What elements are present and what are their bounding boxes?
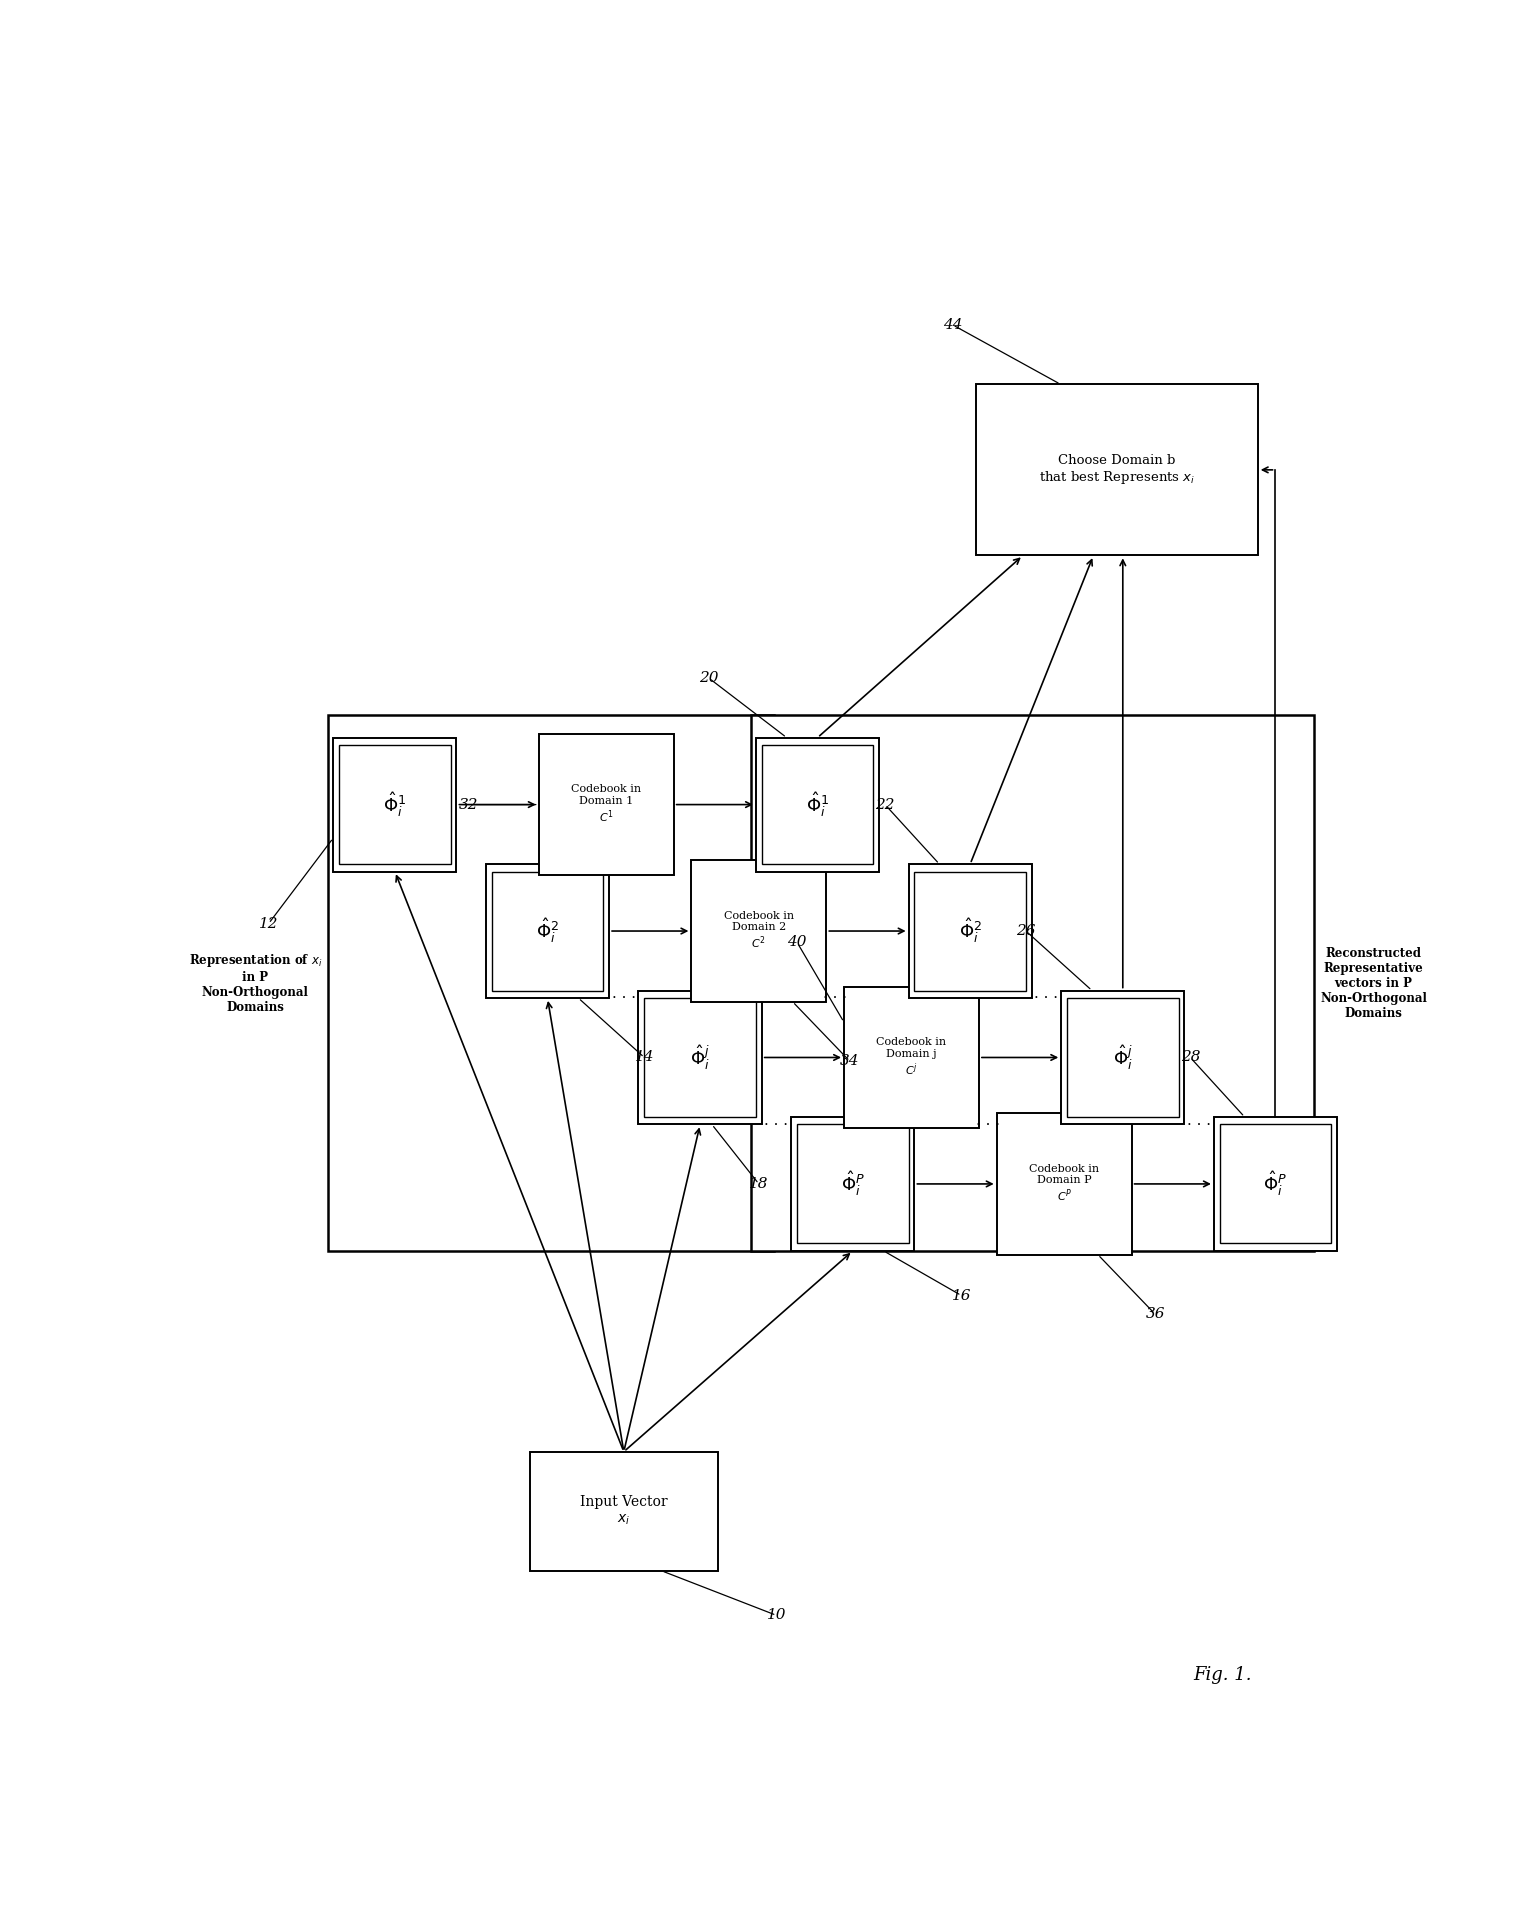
Text: 40: 40 <box>788 935 806 949</box>
Bar <box>756 738 879 871</box>
Text: $\hat{\Phi}^j_{i}$: $\hat{\Phi}^j_{i}$ <box>691 1043 711 1072</box>
Bar <box>530 1451 718 1571</box>
Bar <box>976 384 1257 554</box>
Text: Codebook in
Domain P
$C^P$: Codebook in Domain P $C^P$ <box>1029 1163 1100 1204</box>
Text: 12: 12 <box>259 916 279 931</box>
Text: . . .: . . . <box>1035 987 1059 1001</box>
Bar <box>750 715 1314 1250</box>
Text: $\hat{\Phi}^1_{i}$: $\hat{\Phi}^1_{i}$ <box>383 790 406 819</box>
Bar <box>691 860 826 1001</box>
Text: 32: 32 <box>459 798 477 811</box>
Text: $\hat{\Phi}^P_{i}$: $\hat{\Phi}^P_{i}$ <box>841 1169 865 1198</box>
Text: 28: 28 <box>1180 1051 1200 1065</box>
Text: 34: 34 <box>841 1055 859 1068</box>
Text: $\hat{\Phi}^1_{i}$: $\hat{\Phi}^1_{i}$ <box>806 790 829 819</box>
Bar <box>1214 1117 1338 1250</box>
Text: Reconstructed
Representative
vectors in P
Non-Orthogonal
Domains: Reconstructed Representative vectors in … <box>1320 947 1427 1020</box>
Text: 14: 14 <box>635 1051 654 1065</box>
Text: $\hat{\Phi}^2_{i}$: $\hat{\Phi}^2_{i}$ <box>959 916 982 945</box>
Bar <box>539 734 674 875</box>
Text: Codebook in
Domain j
$C^j$: Codebook in Domain j $C^j$ <box>876 1037 947 1078</box>
Text: Codebook in
Domain 2
$C^2$: Codebook in Domain 2 $C^2$ <box>724 910 794 951</box>
Bar <box>909 864 1032 999</box>
Text: . . .: . . . <box>765 1113 788 1128</box>
Bar <box>333 738 456 871</box>
Text: Input Vector
$x_i$: Input Vector $x_i$ <box>580 1495 668 1526</box>
Text: Fig. 1.: Fig. 1. <box>1194 1665 1251 1685</box>
Text: 26: 26 <box>1017 923 1036 939</box>
Bar <box>915 871 1026 991</box>
Text: 44: 44 <box>942 319 962 332</box>
Text: $\hat{\Phi}^2_{i}$: $\hat{\Phi}^2_{i}$ <box>536 916 559 945</box>
Text: . . .: . . . <box>1188 1113 1210 1128</box>
Bar <box>1220 1124 1332 1244</box>
Text: Choose Domain b
that best Represents $x_i$: Choose Domain b that best Represents $x_… <box>1039 454 1195 487</box>
Bar <box>762 746 873 864</box>
Text: . . .: . . . <box>612 987 636 1001</box>
Bar <box>339 746 450 864</box>
Text: 36: 36 <box>1145 1308 1165 1321</box>
Bar <box>644 999 756 1117</box>
Text: Codebook in
Domain 1
$C^1$: Codebook in Domain 1 $C^1$ <box>571 784 641 825</box>
Text: 20: 20 <box>700 670 718 686</box>
Text: 16: 16 <box>951 1289 971 1302</box>
Bar <box>1060 991 1185 1124</box>
Bar <box>638 991 762 1124</box>
Bar <box>797 1124 909 1244</box>
Text: 18: 18 <box>748 1177 768 1190</box>
Text: $\hat{\Phi}^P_{i}$: $\hat{\Phi}^P_{i}$ <box>1264 1169 1288 1198</box>
Bar <box>997 1113 1132 1254</box>
Bar <box>1067 999 1179 1117</box>
Text: . . .: . . . <box>976 1113 1000 1128</box>
Bar <box>486 864 609 999</box>
Text: 22: 22 <box>876 798 895 811</box>
Bar <box>844 987 979 1128</box>
Bar <box>492 871 603 991</box>
Text: . . .: . . . <box>823 987 847 1001</box>
Text: 10: 10 <box>767 1607 786 1623</box>
Bar <box>327 715 774 1250</box>
Text: $\hat{\Phi}^j_{i}$: $\hat{\Phi}^j_{i}$ <box>1114 1043 1133 1072</box>
Bar <box>791 1117 915 1250</box>
Text: Representation of $x_i$
in P
Non-Orthogonal
Domains: Representation of $x_i$ in P Non-Orthogo… <box>189 952 323 1014</box>
